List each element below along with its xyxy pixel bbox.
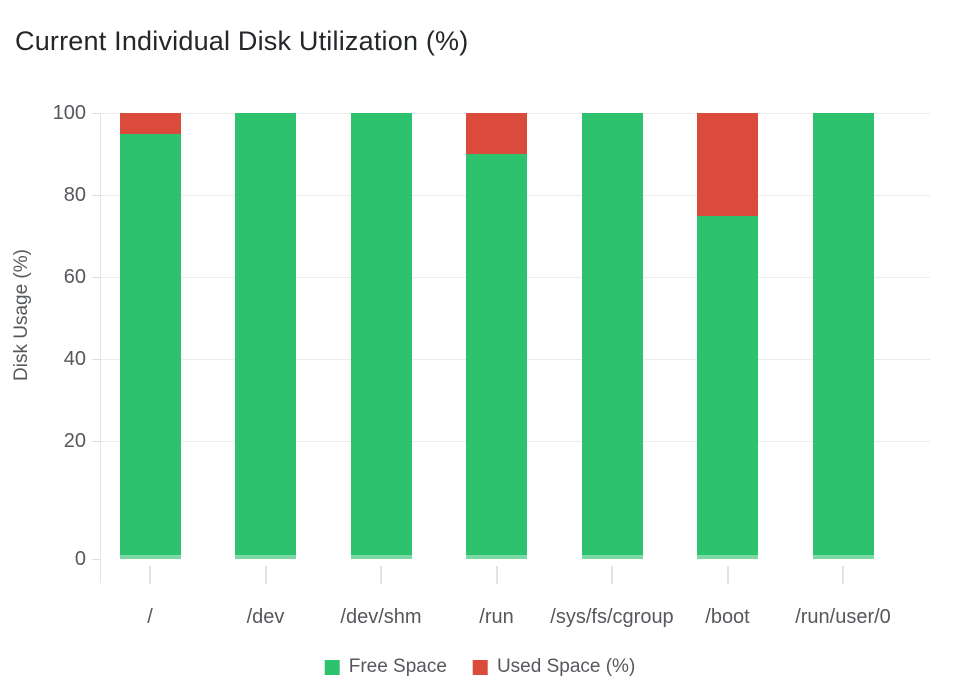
legend-swatch-free-space [324, 659, 340, 675]
bar-boot[interactable] [697, 113, 758, 559]
bar-sys-fs-cgroup[interactable] [581, 113, 643, 559]
bar-dev-shm[interactable] [350, 113, 412, 559]
x-tick-label-: / [147, 606, 153, 628]
x-tick-label-run: /run [479, 606, 514, 628]
y-tick-label: 100 [52, 102, 86, 124]
y-axis-line [100, 113, 101, 583]
bar-segment-used-space[interactable] [697, 113, 758, 216]
bar-dev[interactable] [235, 113, 296, 559]
legend-label: Used Space (%) [496, 656, 636, 677]
bar-segment-free-space[interactable] [812, 113, 874, 559]
bar-segment-free-space[interactable] [581, 113, 643, 559]
x-tick-label-dev-shm: /dev/shm [340, 606, 422, 628]
bar-segment-free-space[interactable] [119, 133, 181, 559]
y-tick-mark [92, 195, 100, 196]
legend-item-free-space[interactable]: Free Space [324, 656, 447, 678]
y-tick-mark [92, 113, 100, 114]
bar-run[interactable] [466, 113, 527, 559]
y-tick-label: 20 [63, 430, 86, 452]
chart-title: Current Individual Disk Utilization (%) [15, 26, 469, 56]
x-tick-label-run-user-0: /run/user/0 [795, 606, 891, 628]
x-tick-mark [264, 566, 267, 584]
bar-run-user-0[interactable] [812, 113, 874, 559]
y-tick-mark [92, 441, 100, 442]
x-tick-label-boot: /boot [705, 606, 750, 628]
bar-segment-free-space[interactable] [697, 215, 758, 559]
bar-segment-used-space[interactable] [119, 113, 181, 134]
x-tick-mark [726, 566, 729, 584]
x-tick-label-dev: /dev [246, 606, 285, 628]
y-tick-label: 80 [63, 184, 86, 206]
legend-swatch-used-space [472, 659, 488, 675]
y-tick-label: 0 [74, 548, 86, 570]
x-tick-mark [611, 566, 613, 584]
bar-segment-used-space[interactable] [466, 113, 527, 154]
legend-label: Free Space [348, 656, 447, 677]
x-tick-mark [380, 566, 382, 584]
y-tick-mark [92, 359, 100, 360]
y-tick-mark [92, 559, 100, 560]
bar-segment-free-space[interactable] [466, 154, 527, 559]
bar-[interactable] [119, 113, 181, 559]
bar-segment-free-space[interactable] [350, 113, 412, 559]
legend: Free Space Used Space (%) [324, 656, 636, 678]
x-tick-mark [842, 566, 844, 584]
y-tick-mark [92, 277, 100, 278]
y-tick-label: 60 [63, 266, 86, 288]
legend-item-used-space[interactable]: Used Space (%) [472, 656, 636, 678]
y-tick-label: 40 [63, 348, 86, 370]
x-tick-mark [149, 566, 151, 584]
x-tick-mark [495, 566, 498, 584]
x-tick-label-sys-fs-cgroup: /sys/fs/cgroup [550, 606, 674, 628]
bar-segment-free-space[interactable] [235, 113, 296, 559]
